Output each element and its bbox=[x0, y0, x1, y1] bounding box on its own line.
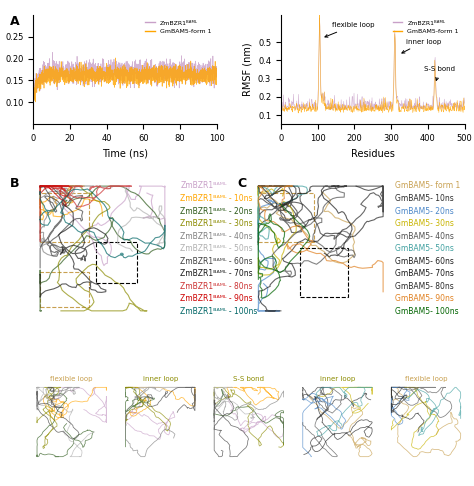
Text: GmBAM5- 20ns: GmBAM5- 20ns bbox=[395, 207, 454, 215]
X-axis label: Time (ns): Time (ns) bbox=[102, 149, 148, 158]
Title: flexible loop: flexible loop bbox=[50, 376, 93, 382]
Text: ZmBZR1ᴮᴬᴹᴸ - 10ns: ZmBZR1ᴮᴬᴹᴸ - 10ns bbox=[181, 194, 253, 203]
Text: GmBAM5- 60ns: GmBAM5- 60ns bbox=[395, 257, 454, 266]
Bar bbox=[40, 272, 89, 307]
Bar bbox=[96, 242, 137, 283]
Text: GmBAM5- form 1: GmBAM5- form 1 bbox=[395, 181, 460, 191]
Y-axis label: RMSF (nm): RMSF (nm) bbox=[242, 43, 253, 96]
X-axis label: Residues: Residues bbox=[351, 149, 395, 158]
Text: GmBAM5- 50ns: GmBAM5- 50ns bbox=[395, 244, 454, 253]
Legend: ZmBZR1ᴮᴬᴹᴸ, GmBAM5-form 1: ZmBZR1ᴮᴬᴹᴸ, GmBAM5-form 1 bbox=[143, 17, 214, 36]
Bar bbox=[258, 193, 314, 242]
Text: ZmBZR1ᴮᴬᴹᴸ - 80ns: ZmBZR1ᴮᴬᴹᴸ - 80ns bbox=[181, 282, 253, 291]
Text: GmBAM5- 40ns: GmBAM5- 40ns bbox=[395, 232, 454, 241]
Text: ZmBZR1ᴮᴬᴹᴸ: ZmBZR1ᴮᴬᴹᴸ bbox=[181, 181, 227, 191]
Title: S-S bond: S-S bond bbox=[233, 376, 264, 382]
Text: ZmBZR1ᴮᴬᴹᴸ - 100ns: ZmBZR1ᴮᴬᴹᴸ - 100ns bbox=[181, 307, 258, 316]
Text: ZmBZR1ᴮᴬᴹᴸ - 20ns: ZmBZR1ᴮᴬᴹᴸ - 20ns bbox=[181, 207, 253, 215]
Text: ZmBZR1ᴮᴬᴹᴸ - 60ns: ZmBZR1ᴮᴬᴹᴸ - 60ns bbox=[181, 257, 253, 266]
Bar bbox=[40, 193, 89, 242]
Text: GmBAM5- 10ns: GmBAM5- 10ns bbox=[395, 194, 454, 203]
Text: ZmBZR1ᴮᴬᴹᴸ - 40ns: ZmBZR1ᴮᴬᴹᴸ - 40ns bbox=[181, 232, 253, 241]
Text: GmBAM5- 80ns: GmBAM5- 80ns bbox=[395, 282, 454, 291]
Text: GmBAM5- 90ns: GmBAM5- 90ns bbox=[395, 295, 454, 303]
Text: GmBAM5- 100ns: GmBAM5- 100ns bbox=[395, 307, 459, 316]
Title: inner loop: inner loop bbox=[320, 376, 355, 382]
Text: ZmBZR1ᴮᴬᴹᴸ - 90ns: ZmBZR1ᴮᴬᴹᴸ - 90ns bbox=[181, 295, 253, 303]
Text: flexible loop: flexible loop bbox=[325, 22, 375, 37]
Title: inner loop: inner loop bbox=[143, 376, 178, 382]
Text: S-S bond: S-S bond bbox=[424, 66, 455, 81]
Text: A: A bbox=[9, 15, 19, 28]
Legend: ZmBZR1ᴮᴬᴹᴸ, GmBAM5-form 1: ZmBZR1ᴮᴬᴹᴸ, GmBAM5-form 1 bbox=[391, 17, 461, 36]
Title: flexible loop: flexible loop bbox=[405, 376, 447, 382]
Text: GmBAM5- 30ns: GmBAM5- 30ns bbox=[395, 219, 454, 228]
Text: ZmBZR1ᴮᴬᴹᴸ - 50ns: ZmBZR1ᴮᴬᴹᴸ - 50ns bbox=[181, 244, 253, 253]
Text: B: B bbox=[9, 177, 19, 191]
Bar bbox=[300, 248, 348, 297]
Text: ZmBZR1ᴮᴬᴹᴸ - 70ns: ZmBZR1ᴮᴬᴹᴸ - 70ns bbox=[181, 269, 253, 278]
Text: C: C bbox=[237, 177, 246, 191]
Text: GmBAM5- 70ns: GmBAM5- 70ns bbox=[395, 269, 454, 278]
Text: ZmBZR1ᴮᴬᴹᴸ - 30ns: ZmBZR1ᴮᴬᴹᴸ - 30ns bbox=[181, 219, 253, 228]
Text: inner loop: inner loop bbox=[402, 39, 441, 53]
